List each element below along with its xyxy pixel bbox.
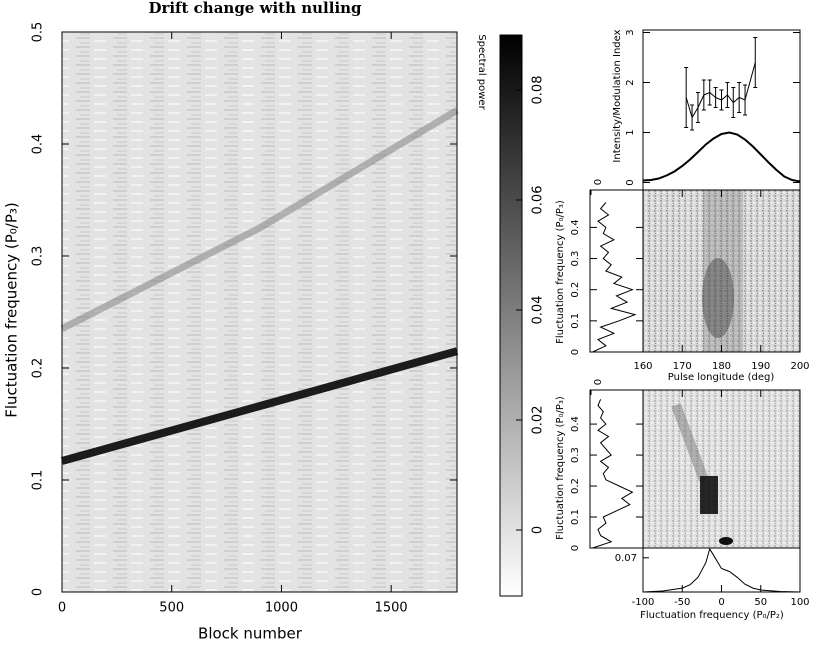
x-axis-label: Block number [198,625,303,643]
drift-feature [60,107,459,332]
y-tick-label: 0 [625,179,636,185]
y-tick-label: 0.2 [31,358,46,379]
y-tick-label: 0.4 [570,416,581,432]
y-tick-label: 0.1 [570,509,581,525]
error-bar [725,82,730,108]
side-frame [589,389,644,549]
modulation-line [685,62,756,119]
y-tick-label: 1 [625,129,636,135]
error-bar [701,79,706,111]
colorbar-tick-label: 0.04 [531,296,546,325]
side-spectrum [592,202,637,353]
drift-feature [60,347,459,465]
twodfs-blob [700,476,718,514]
x-tick-label: 180 [712,361,731,372]
y-tick-label: 0.07 [615,553,637,564]
y-tick-label: 0.2 [570,478,581,494]
y-tick-label: 0.3 [570,447,581,463]
x-tick-label: -50 [674,597,690,608]
y-tick-label: 0 [570,349,581,355]
y-axis-label: Intensity/Modulation Index [612,29,623,162]
error-bar [707,79,712,106]
error-bar [743,84,748,116]
x-tick-label: 1500 [375,601,408,616]
twodfs-spot [719,537,733,545]
side-spectrum [592,399,634,549]
colorbar-label: Spectral power [476,34,487,110]
lrfs-blob [702,258,734,338]
colorbar-tick-label: 0 [531,526,546,534]
y-tick-label: 0.1 [570,313,581,329]
y-axis-label: Fluctuation frequency (P₀/P₃) [555,396,566,540]
colorbar-tick-label: 0.08 [531,76,546,105]
x-tick-label: 0 [58,601,66,616]
lrfs-background [643,190,800,352]
x-tick-label: 50 [754,597,767,608]
y-tick-label: 0 [570,545,581,551]
side-tick-label: 0 [593,179,604,185]
y-tick-label: 0.1 [31,470,46,491]
error-bar [713,87,718,108]
y-tick-label: 0.4 [570,219,581,235]
heatmap-background [62,32,457,592]
lrfs-band [703,190,743,352]
x-tick-label: 160 [633,361,652,372]
plot-frame [61,31,458,593]
colorbar [499,34,523,597]
x-tick-label: 200 [790,361,809,372]
error-bar [690,104,695,131]
x-tick-label: 190 [751,361,770,372]
y-tick-label: 3 [625,29,636,35]
y-tick-label: 2 [625,79,636,85]
y-tick-label: 0.2 [570,282,581,298]
error-bar [731,87,736,118]
y-axis-label: Fluctuation frequency (P₀/P₃) [555,200,566,344]
colorbar-tick-label: 0.02 [531,406,546,435]
x-tick-label: 170 [673,361,692,372]
error-bar [719,89,724,111]
x-axis-label: Fluctuation frequency (P₀/P₂) [640,610,784,621]
chart-title: Drift change with nulling [148,0,362,17]
y-tick-label: 0 [31,588,46,596]
twodfs-streak [671,403,709,482]
x-tick-label: 100 [790,597,809,608]
profile-line [642,547,801,593]
colorbar-tick-label: 0.06 [531,186,546,215]
error-bar [737,82,742,113]
x-tick-label: 500 [159,601,184,616]
profile-line [642,131,801,183]
x-axis-label: Pulse longitude (deg) [668,372,775,383]
error-bar [695,92,700,123]
y-tick-label: 0.4 [31,134,46,155]
y-tick-label: 0.3 [570,251,581,267]
x-tick-label: 0 [718,597,724,608]
x-tick-label: -100 [632,597,655,608]
side-frame [589,189,644,353]
y-tick-label: 0.5 [31,22,46,43]
twodfs-background [643,390,800,548]
side-tick-label: 0 [593,379,604,385]
y-axis-label: Fluctuation frequency (P₀/P₃) [3,202,21,418]
x-tick-label: 1000 [265,601,298,616]
error-bar [684,67,689,128]
y-tick-label: 0.3 [31,246,46,267]
error-bar [753,37,758,88]
